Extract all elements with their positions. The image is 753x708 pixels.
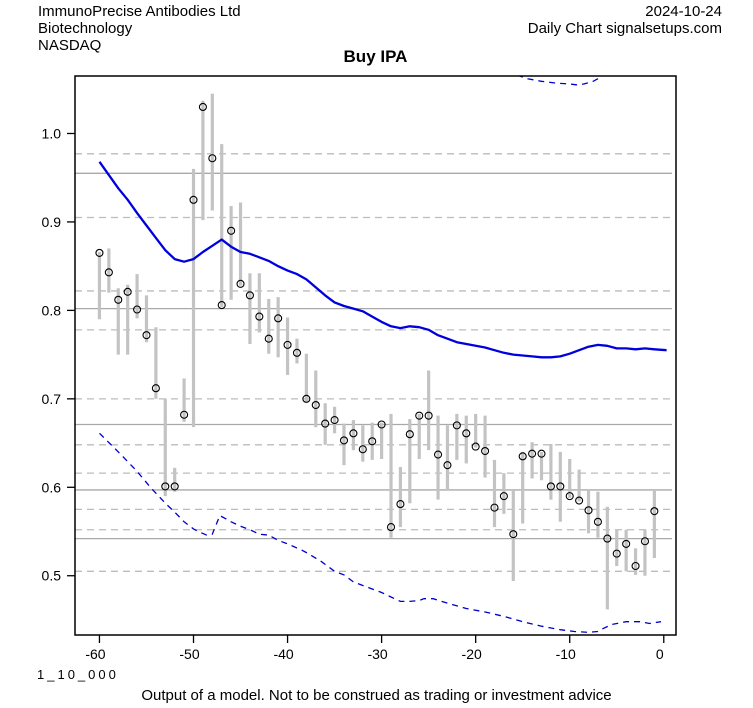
close-marker: [161, 482, 170, 491]
close-marker: [424, 411, 433, 420]
close-marker: [565, 492, 574, 501]
close-marker: [650, 507, 659, 516]
close-marker: [537, 449, 546, 458]
close-marker: [490, 503, 499, 512]
close-marker: [368, 437, 377, 446]
range-bars: [97, 93, 656, 610]
chart-source: Daily Chart signalsetups.com: [527, 20, 722, 37]
close-marker: [462, 429, 471, 438]
x-tick-label: 0: [656, 646, 664, 662]
company-name: ImmunoPrecise Antibodies Ltd: [38, 3, 241, 20]
ma-line: [98, 161, 667, 359]
close-marker: [358, 445, 367, 454]
close-marker: [415, 411, 424, 420]
close-markers: [95, 102, 659, 571]
close-marker: [499, 492, 508, 501]
y-tick-label: 0.7: [42, 391, 62, 407]
close-marker: [208, 154, 217, 163]
close-marker: [640, 537, 650, 546]
close-marker: [396, 500, 405, 509]
y-tick-label: 1.0: [42, 125, 62, 141]
close-marker: [236, 279, 245, 288]
close-marker: [255, 312, 264, 321]
close-marker: [339, 436, 349, 445]
x-tick-label: -60: [85, 646, 105, 662]
close-marker: [142, 331, 151, 340]
x-tick-label: -40: [273, 646, 293, 662]
x-tick-label: -10: [556, 646, 576, 662]
close-marker: [302, 394, 311, 403]
close-marker: [471, 442, 480, 451]
x-tick-label: -20: [462, 646, 482, 662]
close-marker: [123, 287, 132, 296]
exchange-label: NASDAQ: [38, 37, 102, 54]
y-axis: 0.5 0.6 0.7 0.8 0.9 1.0: [42, 125, 75, 584]
model-id: 1_10_000: [37, 667, 119, 682]
close-marker: [217, 301, 226, 310]
close-marker: [330, 416, 339, 425]
close-marker: [245, 291, 254, 300]
close-marker: [133, 305, 142, 314]
close-marker: [311, 400, 320, 410]
close-marker: [509, 530, 518, 539]
close-marker: [264, 334, 273, 343]
chart-date: 2024-10-24: [645, 3, 722, 20]
close-marker: [405, 430, 414, 439]
plot-border: [74, 75, 677, 636]
y-tick-label: 0.9: [42, 214, 62, 230]
close-marker: [189, 195, 198, 204]
close-marker: [227, 226, 236, 235]
close-marker: [575, 496, 584, 505]
y-tick-label: 0.5: [42, 568, 62, 584]
close-marker: [198, 102, 207, 112]
close-marker: [151, 384, 160, 393]
close-marker: [593, 517, 602, 526]
x-tick-label: -50: [179, 646, 199, 662]
close-marker: [274, 314, 283, 323]
close-marker: [321, 419, 330, 428]
close-marker: [518, 452, 527, 461]
close-marker: [283, 340, 292, 349]
close-marker: [95, 248, 104, 257]
x-axis: -60 -50 -40 -30 -20 -10 0: [85, 635, 665, 662]
disclaimer-text: Output of a model. Not to be construed a…: [141, 687, 612, 704]
close-marker: [452, 421, 461, 430]
upper-band-line: [517, 76, 603, 86]
close-marker: [180, 410, 189, 419]
close-marker: [631, 561, 640, 571]
close-marker: [481, 446, 490, 456]
y-tick-label: 0.8: [42, 302, 62, 318]
close-marker: [349, 429, 358, 438]
close-marker: [584, 506, 593, 515]
y-tick-label: 0.6: [42, 479, 62, 495]
header-left: ImmunoPrecise Antibodies Ltd Biotechnolo…: [38, 3, 241, 54]
close-marker: [443, 461, 452, 470]
band-lines: [99, 76, 662, 633]
close-marker: [292, 348, 302, 357]
close-marker: [114, 295, 123, 304]
gridlines: [75, 153, 672, 572]
close-marker: [556, 482, 565, 491]
close-marker: [528, 449, 537, 458]
close-marker: [377, 420, 386, 429]
header-right: 2024-10-24 Daily Chart signalsetups.com: [528, 3, 722, 37]
close-marker: [622, 539, 631, 548]
chart-title: Buy IPA: [343, 47, 408, 66]
close-marker: [546, 482, 555, 491]
close-marker: [612, 549, 621, 558]
close-marker: [386, 523, 396, 532]
ma-line-path: [98, 161, 667, 359]
close-marker: [104, 268, 113, 277]
close-marker: [433, 450, 443, 459]
close-marker: [170, 482, 179, 491]
close-marker: [603, 534, 612, 543]
sector-label: Biotechnology: [38, 20, 133, 37]
x-tick-label: -30: [367, 646, 387, 662]
lower-band-line: [99, 432, 662, 633]
